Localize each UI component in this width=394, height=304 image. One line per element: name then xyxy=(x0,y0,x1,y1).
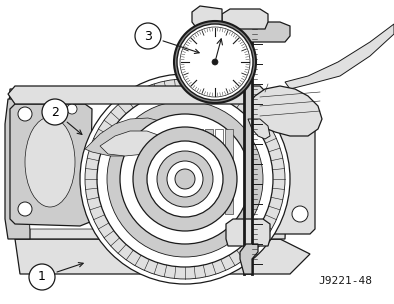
Polygon shape xyxy=(226,219,270,246)
Polygon shape xyxy=(15,239,310,274)
Polygon shape xyxy=(260,99,290,239)
Circle shape xyxy=(174,21,256,103)
Circle shape xyxy=(18,202,32,216)
Circle shape xyxy=(167,161,203,197)
Polygon shape xyxy=(244,14,252,274)
Circle shape xyxy=(80,74,290,284)
Polygon shape xyxy=(8,86,268,104)
Circle shape xyxy=(264,103,276,115)
Polygon shape xyxy=(195,129,203,214)
Polygon shape xyxy=(5,99,30,239)
Text: 2: 2 xyxy=(51,105,59,119)
Polygon shape xyxy=(225,129,233,214)
Polygon shape xyxy=(85,118,175,156)
Polygon shape xyxy=(222,9,268,29)
Polygon shape xyxy=(215,129,223,214)
Text: 1: 1 xyxy=(38,271,46,284)
Circle shape xyxy=(212,59,218,65)
Circle shape xyxy=(180,27,250,97)
Text: 3: 3 xyxy=(144,29,152,43)
Circle shape xyxy=(135,23,161,49)
Circle shape xyxy=(120,114,250,244)
Circle shape xyxy=(85,79,285,279)
Circle shape xyxy=(147,141,223,217)
Circle shape xyxy=(292,111,308,127)
Polygon shape xyxy=(100,131,163,156)
Polygon shape xyxy=(248,86,322,136)
Polygon shape xyxy=(22,99,265,229)
Polygon shape xyxy=(285,24,394,89)
Polygon shape xyxy=(8,89,285,239)
Circle shape xyxy=(67,104,77,114)
Polygon shape xyxy=(240,244,258,274)
Circle shape xyxy=(29,264,55,290)
Text: J9221-48: J9221-48 xyxy=(318,276,372,286)
Polygon shape xyxy=(192,6,222,26)
Polygon shape xyxy=(205,129,213,214)
Polygon shape xyxy=(248,119,270,139)
Polygon shape xyxy=(10,104,92,226)
Circle shape xyxy=(107,101,263,257)
Circle shape xyxy=(177,24,253,100)
Circle shape xyxy=(18,107,32,121)
Circle shape xyxy=(97,91,273,267)
Circle shape xyxy=(133,127,237,231)
Circle shape xyxy=(42,99,68,125)
Polygon shape xyxy=(255,99,315,234)
Circle shape xyxy=(157,151,213,207)
Ellipse shape xyxy=(25,117,75,207)
Polygon shape xyxy=(215,22,290,42)
Circle shape xyxy=(292,206,308,222)
Circle shape xyxy=(175,169,195,189)
